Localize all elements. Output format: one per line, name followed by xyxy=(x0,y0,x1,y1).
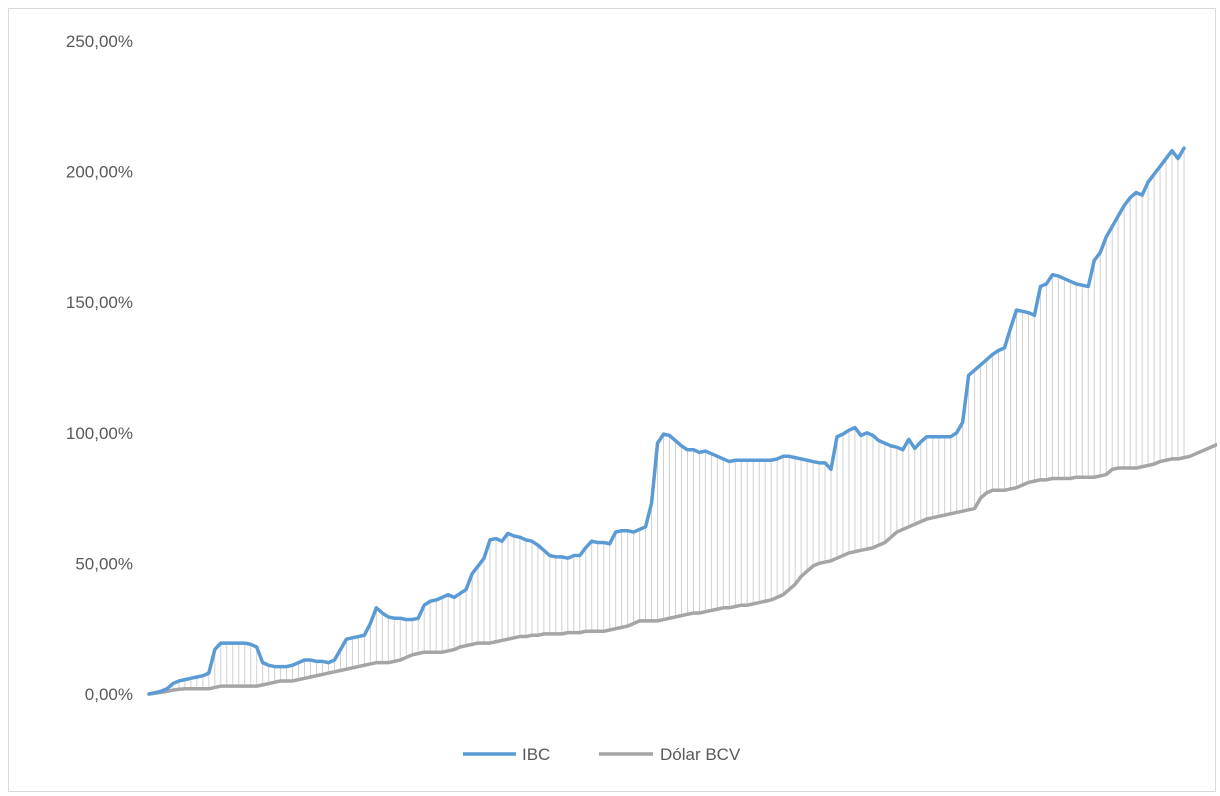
legend: IBC Dólar BCV xyxy=(463,745,741,764)
y-tick-label-1: 50,00% xyxy=(75,554,133,573)
series-lines xyxy=(147,146,1217,696)
y-tick-label-3: 150,00% xyxy=(66,293,133,312)
y-tick-label-0: 0,00% xyxy=(85,685,133,704)
y-tick-label-2: 100,00% xyxy=(66,424,133,443)
drop-lines xyxy=(154,148,1185,694)
chart-container: 0,00% 50,00% 100,00% 150,00% 200,00% 250,00% … xyxy=(8,8,1217,792)
legend-label-1: Dólar BCV xyxy=(660,745,741,764)
series-line-0 xyxy=(147,146,1186,696)
y-tick-label-4: 200,00% xyxy=(66,163,133,182)
line-chart: 0,00%50,00%100,00%150,00%200,00%250,00% … xyxy=(66,32,1217,764)
y-tick-label-5: 250,00% xyxy=(66,32,133,51)
legend-label-0: IBC xyxy=(522,745,550,764)
series-line-1 xyxy=(147,442,1217,696)
y-axis: 0,00% 50,00% 100,00% 150,00% 200,00% 250,00% xyxy=(66,32,133,704)
